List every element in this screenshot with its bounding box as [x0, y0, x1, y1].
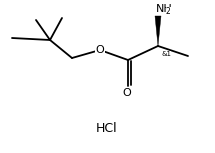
- Text: HCl: HCl: [96, 121, 118, 134]
- Text: O: O: [123, 88, 131, 98]
- Text: O: O: [96, 45, 104, 55]
- Text: &1: &1: [161, 51, 171, 57]
- Text: 2: 2: [166, 7, 171, 17]
- Text: NH: NH: [156, 4, 173, 14]
- Polygon shape: [155, 16, 161, 46]
